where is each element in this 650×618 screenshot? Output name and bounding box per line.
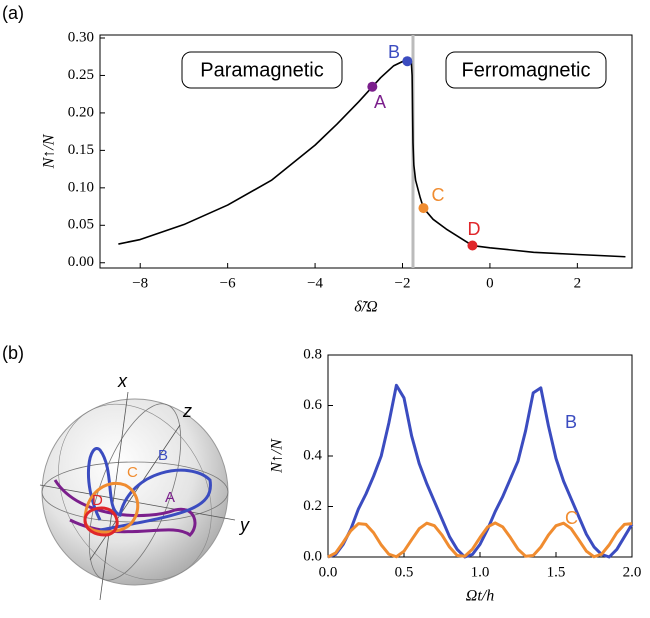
- curve-label: A: [165, 489, 175, 506]
- curve-label: C: [127, 464, 138, 481]
- y-tick-label: 0.8: [303, 346, 322, 362]
- point-label: A: [374, 92, 386, 112]
- x-tick-label: −4: [307, 275, 323, 291]
- trajectory: [53, 479, 197, 537]
- y-tick-label: 0.2: [303, 498, 322, 514]
- axis-name: z: [182, 401, 192, 421]
- x-tick-label: −8: [132, 275, 148, 291]
- y-tick-label: 0.4: [303, 447, 322, 463]
- plot-frame: [99, 34, 633, 269]
- annotation-box: [445, 51, 607, 89]
- point-label: B: [388, 42, 400, 62]
- bloch-sphere: x z y A B C D: [39, 371, 250, 601]
- x-tick-label: 0.5: [395, 564, 414, 580]
- state-point: [467, 240, 478, 251]
- trajectory: [83, 482, 140, 534]
- annotation-box: [181, 51, 343, 89]
- y-axis-label: N↑/N: [269, 438, 286, 474]
- series-line: [327, 521, 633, 559]
- y-tick-label: 0.0: [303, 548, 322, 564]
- meridian: [88, 403, 182, 581]
- state-point: [418, 203, 429, 214]
- series-label: B: [565, 412, 577, 432]
- x-axis-label: Ωt/h: [466, 588, 494, 605]
- point-label: C: [432, 185, 445, 205]
- state-point: [367, 81, 378, 92]
- x-axis: [99, 391, 129, 601]
- axis-name: x: [117, 371, 128, 391]
- y-tick-label: 0.6: [303, 397, 322, 413]
- curve-label: B: [158, 447, 168, 464]
- y-tick-label: 0.15: [68, 142, 94, 158]
- axis-name: y: [238, 515, 250, 535]
- trajectory: [87, 446, 212, 532]
- y-tick-label: 0.00: [68, 254, 94, 270]
- x-tick-label: 2.0: [623, 564, 642, 580]
- annotation: Ferromagnetic: [462, 59, 591, 81]
- y-axis-label: N↑/N: [41, 133, 58, 169]
- meridian: [58, 403, 212, 581]
- trajectory: [83, 506, 119, 537]
- panel-label: (b): [2, 343, 24, 363]
- y-tick-label: 0.10: [68, 179, 94, 195]
- x-tick-label: 0.0: [319, 564, 338, 580]
- series-label: C: [565, 508, 578, 528]
- curve-label: D: [92, 492, 103, 509]
- y-tick-label: 0.25: [68, 67, 94, 83]
- plot-frame: [327, 354, 633, 558]
- x-tick-label: 1.5: [547, 564, 566, 580]
- x-tick-label: 0: [486, 275, 494, 291]
- x-axis-label: δ̃/Ω: [354, 299, 377, 316]
- series-line: [118, 58, 626, 258]
- point-label: D: [468, 219, 481, 239]
- state-point: [402, 56, 413, 67]
- y-tick-label: 0.20: [68, 104, 94, 120]
- x-tick-label: 1.0: [471, 564, 490, 580]
- y-tick-label: 0.30: [68, 29, 94, 45]
- y-tick-label: 0.05: [68, 217, 94, 233]
- x-tick-label: −6: [220, 275, 236, 291]
- x-tick-label: 2: [574, 275, 582, 291]
- panel-label: (a): [2, 3, 24, 23]
- series-line: [327, 383, 634, 559]
- annotation: Paramagnetic: [200, 59, 323, 81]
- x-tick-label: −2: [395, 275, 411, 291]
